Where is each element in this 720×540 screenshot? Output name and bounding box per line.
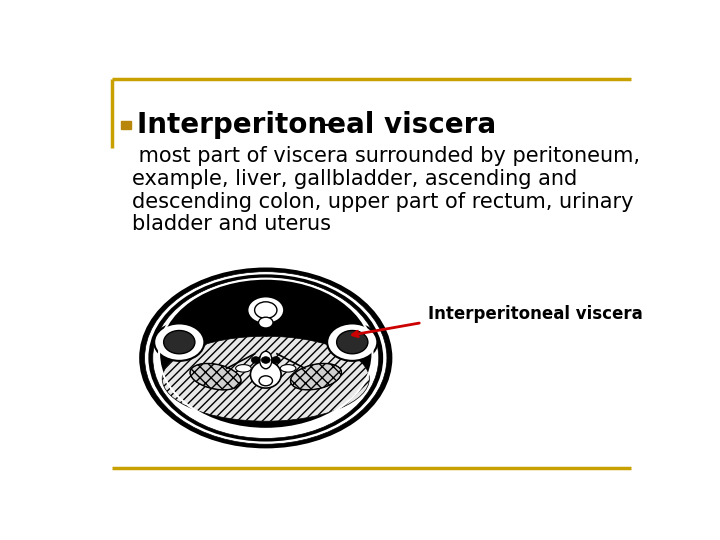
Ellipse shape [260,352,272,369]
Ellipse shape [153,278,379,438]
Ellipse shape [190,363,241,390]
Circle shape [271,357,280,363]
Text: bladder and uterus: bladder and uterus [132,214,331,234]
Text: –: – [310,111,333,139]
Text: example, liver, gallbladder, ascending and: example, liver, gallbladder, ascending a… [132,168,577,189]
Circle shape [248,296,284,324]
Circle shape [259,376,272,386]
Circle shape [163,330,195,354]
Ellipse shape [280,364,296,372]
Text: most part of viscera surrounded by peritoneum,: most part of viscera surrounded by perit… [132,146,640,166]
Ellipse shape [290,363,341,390]
Circle shape [327,323,377,361]
Text: Interperitoneal viscera: Interperitoneal viscera [428,305,642,322]
Ellipse shape [140,268,392,447]
Circle shape [251,357,260,363]
Circle shape [154,323,204,361]
Ellipse shape [145,272,387,444]
Ellipse shape [159,279,372,429]
Ellipse shape [162,336,369,421]
Ellipse shape [251,361,281,388]
Ellipse shape [148,274,383,442]
Circle shape [258,317,273,328]
Ellipse shape [235,364,251,372]
Text: Interperitoneal viscera: Interperitoneal viscera [138,111,497,139]
Text: descending colon, upper part of rectum, urinary: descending colon, upper part of rectum, … [132,192,634,212]
Bar [121,122,131,129]
Circle shape [255,302,277,319]
Circle shape [261,357,270,363]
Circle shape [337,330,368,354]
